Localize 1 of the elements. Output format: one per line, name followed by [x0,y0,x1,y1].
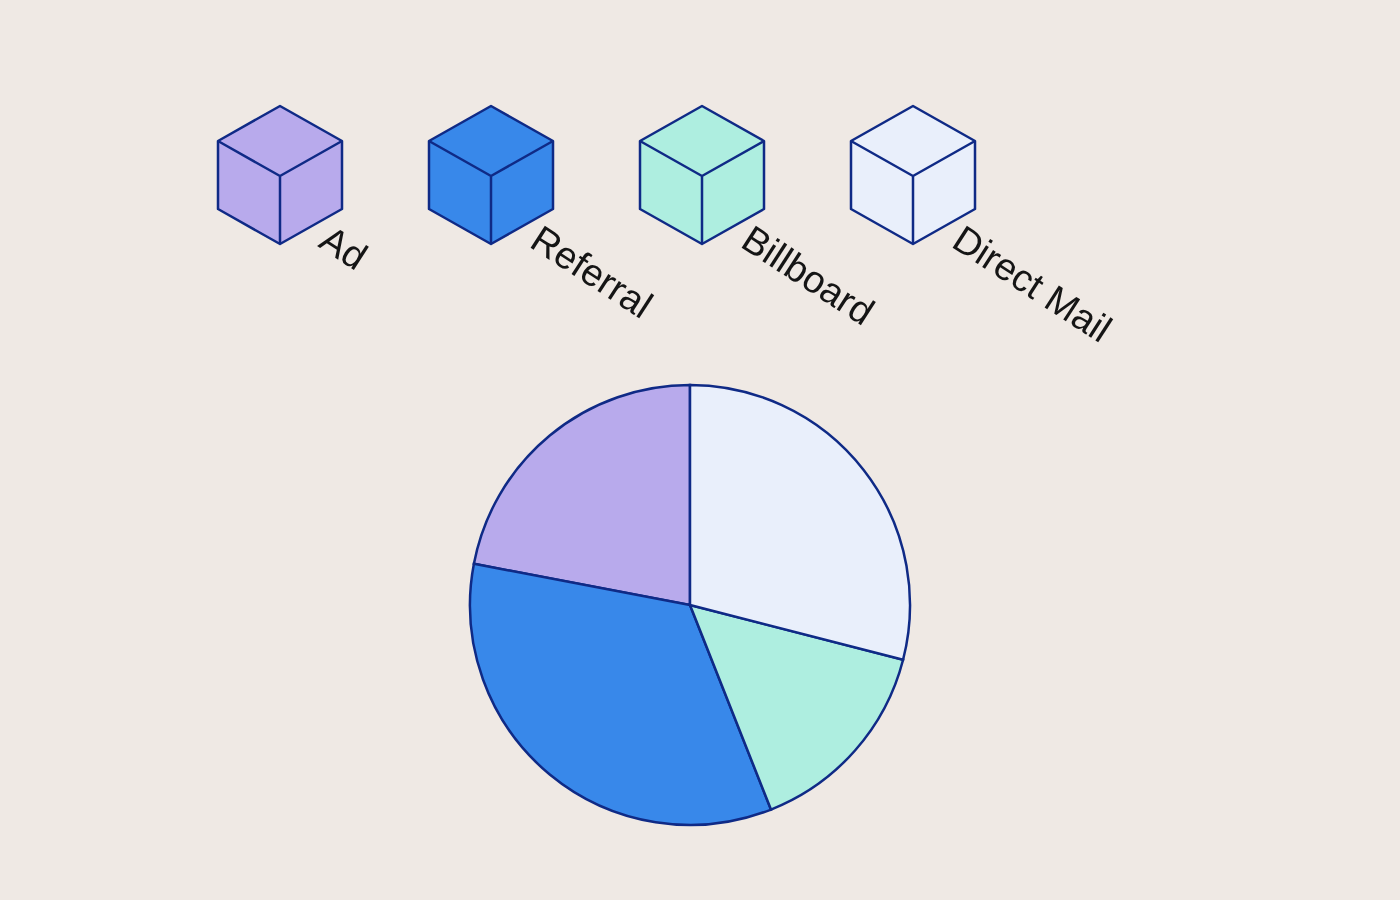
legend-label: Ad [312,217,375,278]
